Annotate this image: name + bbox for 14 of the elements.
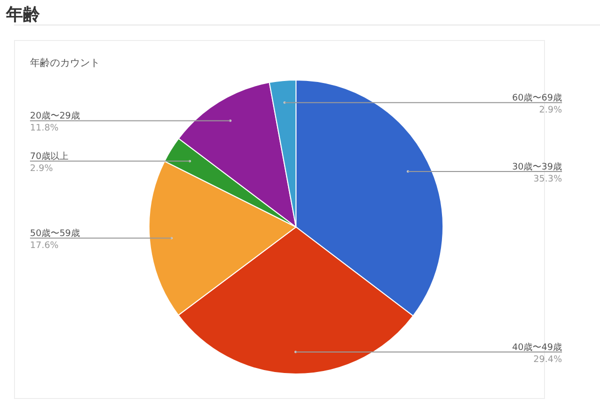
data-label: 11.8%	[30, 124, 60, 134]
data-label: 29.4%	[533, 354, 562, 365]
slice-label: 20歳〜29歳	[30, 110, 80, 122]
chart-subtitle: 年齢のカウント	[30, 57, 100, 69]
slice-label: 60歳〜69歳	[512, 92, 562, 104]
data-label: 2.9%	[539, 106, 562, 116]
data-label: 2.9%	[30, 164, 54, 174]
slice-label: 70歳以上	[30, 151, 68, 162]
slice-label: 30歳〜39歳	[512, 161, 562, 172]
data-label: 35.3%	[533, 174, 562, 184]
slice-label: 40歳〜49歳	[512, 342, 562, 353]
slice-label: 50歳〜59歳	[30, 228, 80, 240]
data-label: 17.6%	[30, 241, 60, 252]
chart-title: 年齢	[5, 5, 41, 25]
